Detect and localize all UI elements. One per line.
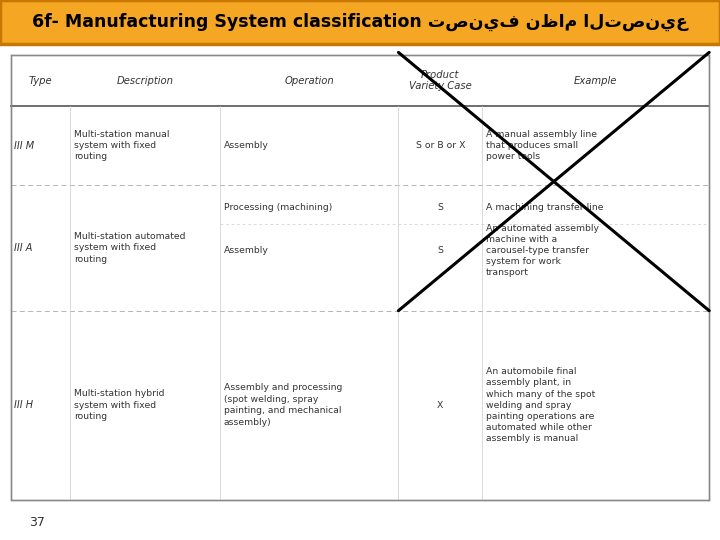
- Text: Example: Example: [574, 76, 617, 86]
- Text: Assembly and processing
(spot welding, spray
painting, and mechanical
assembly): Assembly and processing (spot welding, s…: [224, 383, 342, 427]
- FancyBboxPatch shape: [11, 55, 709, 500]
- Text: Assembly: Assembly: [224, 246, 269, 255]
- Text: Multi-station manual
system with fixed
routing: Multi-station manual system with fixed r…: [73, 130, 169, 161]
- Text: III A: III A: [14, 243, 32, 253]
- Text: Assembly: Assembly: [224, 141, 269, 150]
- Text: 6f- Manufacturing System classification تصنيف نظام التصنيع: 6f- Manufacturing System classification …: [32, 13, 688, 31]
- Text: X: X: [437, 401, 444, 410]
- Text: Operation: Operation: [284, 76, 334, 86]
- Text: Description: Description: [117, 76, 174, 86]
- Text: S or B or X: S or B or X: [415, 141, 465, 150]
- Text: A machining transfer line: A machining transfer line: [486, 203, 603, 212]
- Text: III M: III M: [14, 140, 35, 151]
- Text: S: S: [437, 203, 444, 212]
- Text: S: S: [437, 246, 444, 255]
- Text: Product
Variety Case: Product Variety Case: [409, 70, 472, 91]
- Text: Multi-station hybrid
system with fixed
routing: Multi-station hybrid system with fixed r…: [73, 389, 164, 421]
- FancyBboxPatch shape: [0, 0, 720, 44]
- Text: An automobile final
assembly plant, in
which many of the spot
welding and spray
: An automobile final assembly plant, in w…: [486, 367, 595, 443]
- Text: An automated assembly
machine with a
carousel-type transfer
system for work
tran: An automated assembly machine with a car…: [486, 224, 599, 277]
- Text: Type: Type: [29, 76, 53, 86]
- Text: A manual assembly line
that produces small
power tools: A manual assembly line that produces sma…: [486, 130, 597, 161]
- Text: Processing (machining): Processing (machining): [224, 203, 332, 212]
- Text: Multi-station automated
system with fixed
routing: Multi-station automated system with fixe…: [73, 232, 185, 264]
- Text: III H: III H: [14, 400, 33, 410]
- Text: 37: 37: [29, 516, 45, 529]
